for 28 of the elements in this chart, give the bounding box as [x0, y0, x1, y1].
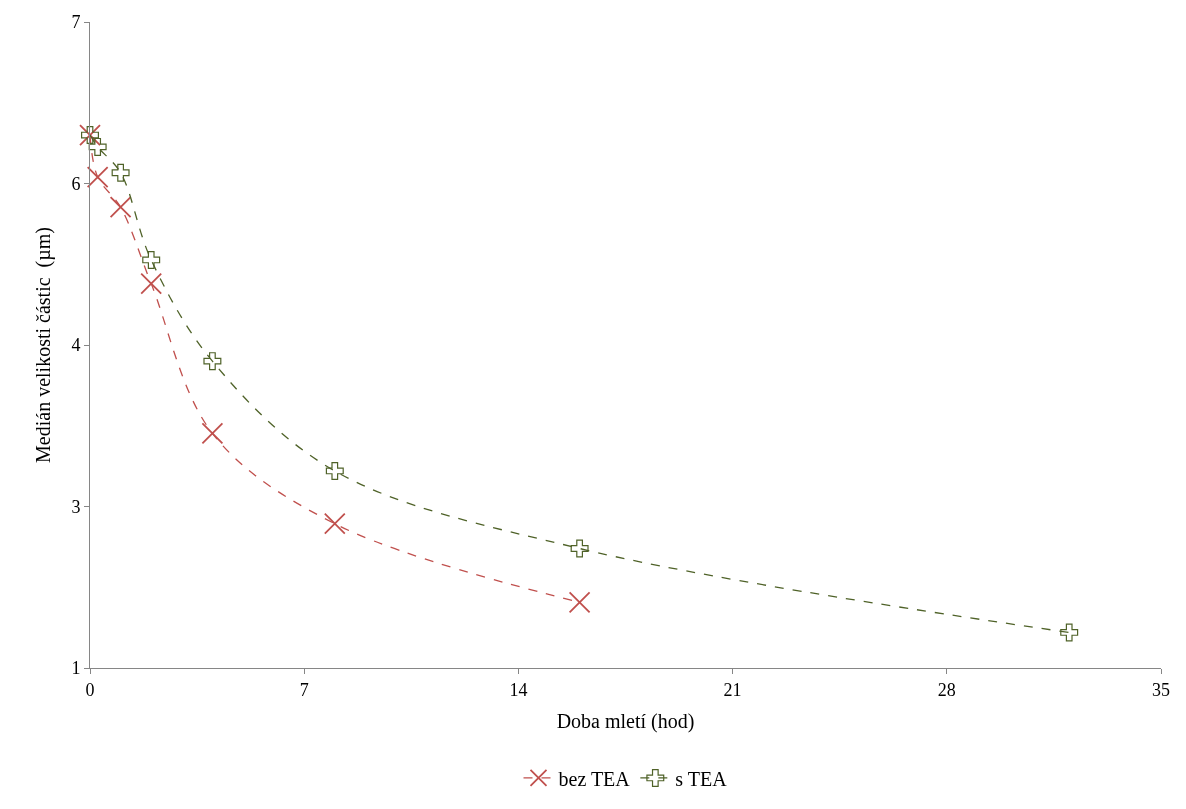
- legend-label: s TEA: [675, 767, 728, 790]
- x-tick-label: 14: [509, 679, 528, 700]
- point: [109, 196, 132, 219]
- point: [140, 272, 163, 295]
- y-tick-label: 4: [71, 335, 81, 356]
- y-tick-label: 3: [71, 496, 81, 517]
- x-tick-label: 7: [299, 679, 309, 700]
- point: [201, 422, 224, 445]
- y-tick-label: 7: [71, 12, 81, 33]
- point: [142, 250, 161, 269]
- point: [111, 163, 130, 182]
- y-tick-label: 6: [71, 173, 81, 194]
- legend-label: bez TEA: [558, 767, 631, 790]
- point: [88, 137, 107, 156]
- point: [570, 539, 589, 558]
- x-axis-title: Doba mletí (hod): [556, 710, 695, 734]
- x-tick-label: 0: [85, 679, 95, 700]
- point: [203, 352, 222, 371]
- point: [568, 591, 591, 614]
- x-tick-label: 35: [1152, 679, 1170, 700]
- y-tick-label: 1: [71, 658, 81, 679]
- y-axis-title: Medián velikosti částic (µm): [31, 227, 55, 463]
- x-tick-label: 21: [723, 679, 742, 700]
- point: [1060, 623, 1079, 642]
- point: [325, 461, 344, 480]
- x-tick-label: 28: [937, 679, 956, 700]
- point: [323, 512, 346, 535]
- point: [86, 166, 109, 188]
